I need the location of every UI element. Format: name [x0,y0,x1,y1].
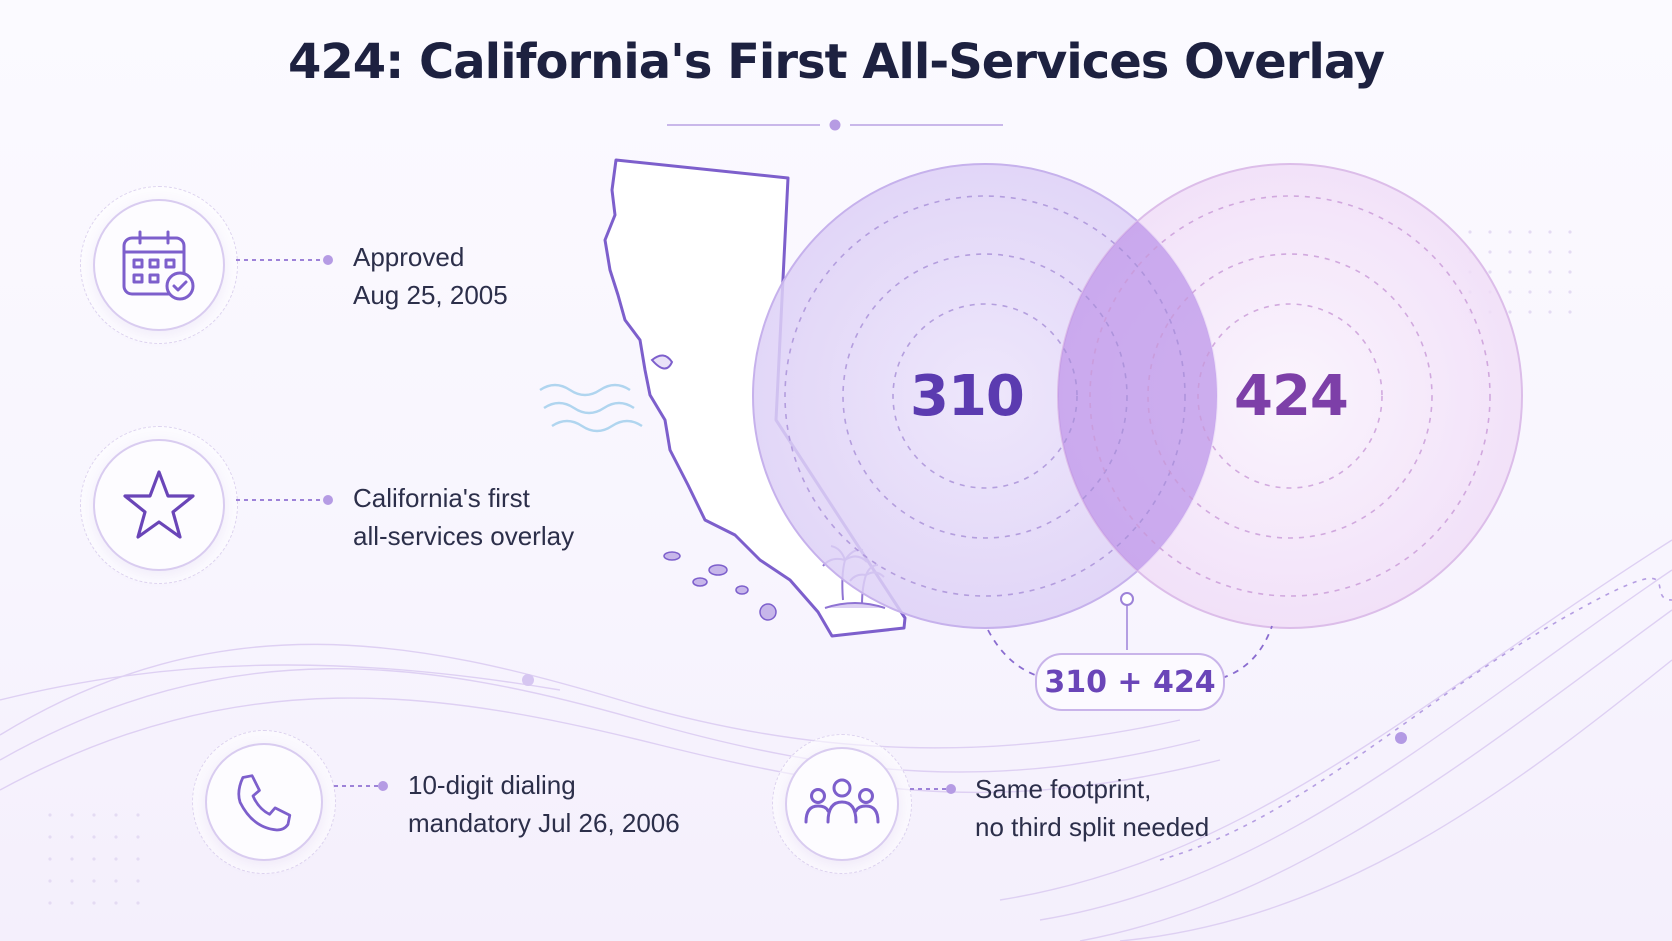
feature-ten-digit-dialing [192,730,336,874]
feature-same-footprint-line-2: no third split needed [975,812,1210,842]
feature-approved [80,186,238,344]
title-divider [667,119,1003,131]
feature-approved-line-1: Approved [353,242,465,272]
feature-approved-line-2: Aug 25, 2005 [353,280,508,310]
area-code-424: 424 [1234,364,1349,429]
connector-first-overlay [236,495,333,505]
connector-same-footprint [910,784,956,794]
page-title: 424: California's First All-Services Ove… [287,34,1385,90]
feature-same-footprint-line-1: Same footprint, [975,774,1152,804]
feature-approved-text: Approved Aug 25, 2005 [353,238,508,314]
feature-first-overlay-icon-badge [93,439,225,571]
people-group-icon [804,778,880,824]
phone-icon [237,774,292,832]
feature-first-overlay-line-1: California's first [353,483,530,513]
combined-codes-badge: 310 + 424 [1035,653,1225,711]
feature-ten-digit-dialing-line-1: 10-digit dialing [408,770,576,800]
feature-first-overlay-text: California's first all-services overlay [353,479,574,555]
feature-ten-digit-dialing-line-2: mandatory Jul 26, 2006 [408,808,680,838]
overlap-region [1058,164,1217,628]
feature-same-footprint-text: Same footprint, no third split needed [975,770,1209,846]
area-code-310: 310 [910,364,1025,429]
feature-ten-digit-dialing-text: 10-digit dialing mandatory Jul 26, 2006 [408,766,680,842]
feature-same-footprint [772,734,912,874]
feature-ten-digit-dialing-icon-badge [205,743,323,861]
star-icon [123,470,195,539]
calendar-check-icon [122,230,195,301]
feature-same-footprint-icon-badge [785,747,899,861]
connector-ten-digit-dialing [334,781,388,791]
feature-first-overlay-line-2: all-services overlay [353,521,575,551]
connector-approved [236,255,333,265]
feature-approved-icon-badge [93,199,225,331]
feature-first-overlay [80,426,238,584]
